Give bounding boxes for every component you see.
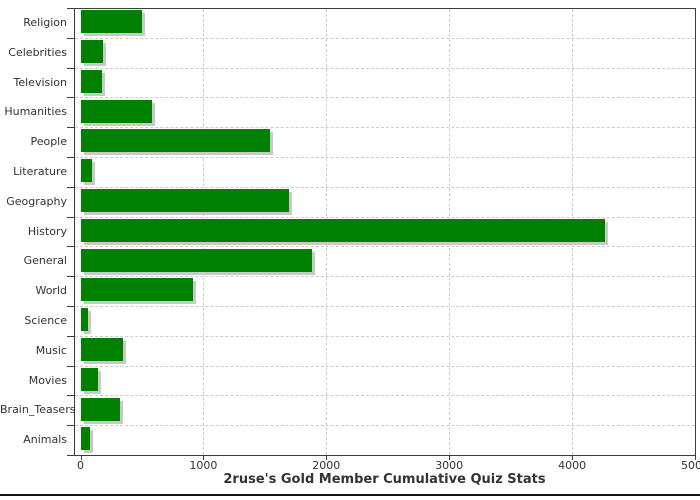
category-gridline (75, 306, 695, 307)
category-label: Geography (6, 194, 67, 208)
y-axis-tick (67, 97, 74, 99)
bar-movies (80, 367, 99, 391)
bar-music (80, 338, 123, 361)
category-gridline (75, 216, 695, 218)
x-axis-tick (203, 456, 205, 460)
y-axis-tick (67, 37, 74, 39)
category-label: Literature (13, 164, 67, 178)
category-gridline (75, 127, 695, 129)
x-tick-label: 1000 (189, 459, 218, 472)
bar-general (80, 248, 312, 272)
category-gridline (75, 395, 695, 397)
bar-brain_teasers (80, 397, 121, 421)
x-axis-tick (449, 456, 451, 460)
bar-history (80, 218, 606, 242)
category-label: Music (35, 343, 67, 357)
category-gridline (75, 335, 695, 337)
category-label: Celebrities (8, 45, 67, 59)
bar-religion (80, 10, 142, 34)
y-axis-tick (67, 186, 74, 188)
plot-area (74, 8, 696, 456)
x-tick-label: 5000 (681, 459, 700, 472)
x-tick-label: 2000 (312, 459, 341, 472)
category-gridline (75, 97, 695, 99)
category-label: Religion (23, 15, 67, 29)
y-axis-tick (67, 8, 74, 9)
y-axis-tick (67, 455, 74, 456)
bar-celebrities (80, 40, 104, 63)
category-gridline (75, 276, 695, 278)
y-axis-tick (67, 67, 74, 69)
x-tick-label: 4000 (558, 459, 587, 472)
bar-literature (80, 159, 92, 183)
category-gridline (75, 186, 695, 188)
bar-animals (80, 427, 90, 451)
bar-people (80, 129, 270, 153)
category-label: People (30, 135, 67, 149)
y-axis-tick (67, 127, 74, 129)
category-label: Humanities (4, 105, 67, 119)
bottom-divider (0, 494, 700, 496)
category-gridline (75, 246, 695, 248)
category-gridline (75, 157, 695, 158)
category-gridline (75, 425, 695, 427)
category-label: Science (24, 313, 67, 327)
y-axis-tick (67, 306, 74, 307)
category-label: General (23, 254, 67, 268)
x-axis-tick (326, 456, 328, 460)
y-axis-tick (67, 246, 74, 248)
category-gridline (75, 37, 695, 39)
x-tick-label: 3000 (435, 459, 464, 472)
x-axis-title: 2ruse's Gold Member Cumulative Quiz Stat… (223, 472, 546, 487)
category-label: Animals (23, 433, 67, 447)
x-axis-tick (80, 456, 82, 460)
category-label: History (27, 224, 67, 238)
y-axis-tick (67, 157, 74, 158)
y-axis-tick (67, 395, 74, 397)
bar-television (80, 69, 102, 93)
x-axis-tick (572, 456, 574, 460)
x-axis-tick (695, 456, 696, 460)
bar-science (80, 308, 88, 332)
y-axis-tick (67, 216, 74, 218)
bar-humanities (80, 99, 152, 123)
y-axis-tick (67, 365, 74, 367)
category-label: World (35, 284, 67, 298)
category-label: Television (13, 75, 68, 89)
category-label: Movies (28, 373, 67, 387)
y-axis-tick (67, 425, 74, 427)
category-gridline (75, 67, 695, 69)
bar-geography (80, 189, 290, 212)
y-axis-tick (67, 276, 74, 278)
category-gridline (75, 365, 695, 367)
y-axis-tick (67, 335, 74, 337)
x-tick-label: 0 (77, 459, 84, 472)
category-label: Brain_Teasers (0, 403, 76, 417)
bar-world (80, 278, 193, 302)
